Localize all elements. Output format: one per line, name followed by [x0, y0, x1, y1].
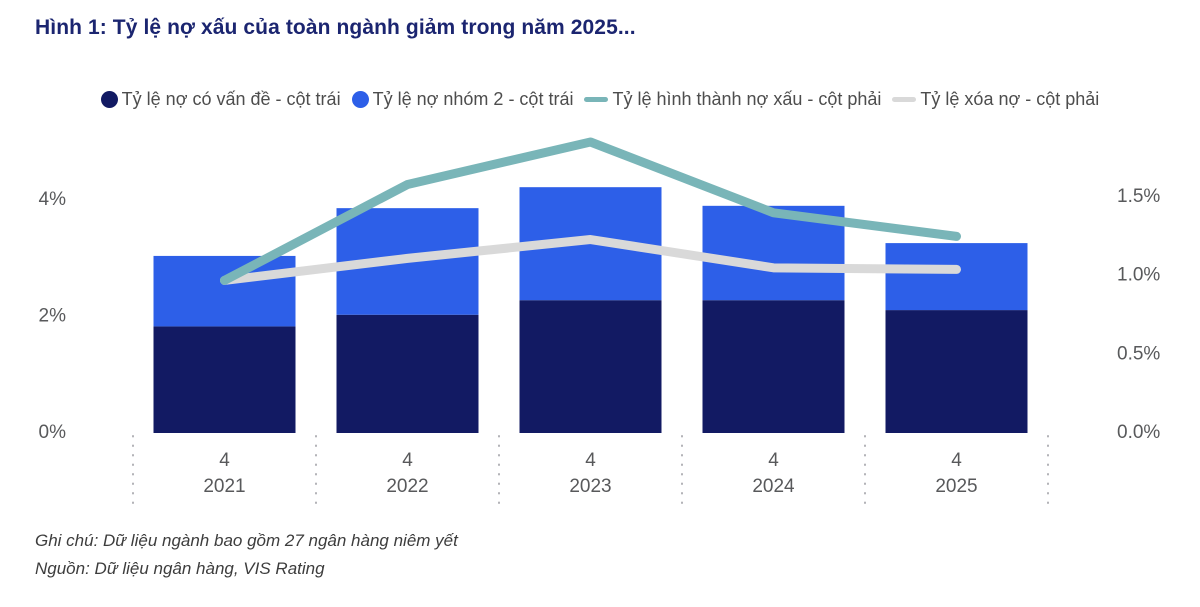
bar-segment-2025-s0	[885, 310, 1028, 433]
right-axis-tick: 1.5%	[1117, 186, 1160, 207]
x-axis-quarter-label: 4	[402, 450, 413, 471]
legend-item-3: Tỷ lệ xóa nợ - cột phải	[892, 89, 1099, 110]
x-axis-year-label: 2022	[386, 476, 428, 497]
x-axis-year-label: 2021	[203, 476, 245, 497]
legend-item-2: Tỷ lệ hình thành nợ xấu - cột phải	[584, 89, 881, 110]
right-axis-tick: 0.0%	[1117, 422, 1160, 443]
left-axis-tick: 2%	[39, 306, 67, 327]
left-axis-tick: 4%	[39, 189, 67, 210]
line-series	[220, 137, 961, 285]
legend-label: Tỷ lệ xóa nợ - cột phải	[920, 88, 1100, 109]
legend-item-0: Tỷ lệ nợ có vấn đề - cột trái	[100, 88, 341, 110]
x-axis-quarter-label: 4	[219, 450, 230, 471]
legend-label: Tỷ lệ nợ nhóm 2 - cột trái	[372, 88, 574, 109]
chart-legend: Tỷ lệ nợ có vấn đề - cột trái Tỷ lệ nợ nh…	[0, 86, 1200, 112]
chart-title: Hình 1: Tỷ lệ nợ xấu của toàn ngành giảm…	[35, 16, 636, 39]
chart-footnotes: Ghi chú: Dữ liệu ngành bao gồm 27 ngân h…	[35, 527, 458, 583]
legend-line-marker-icon	[892, 96, 917, 102]
legend-line-marker-icon	[584, 96, 609, 102]
legend-label: Tỷ lệ hình thành nợ xấu - cột phải	[612, 88, 882, 109]
x-axis-year-label: 2024	[752, 476, 795, 497]
left-axis-tick: 0%	[39, 422, 67, 443]
source-line: Nguồn: Dữ liệu ngân hàng, VIS Rating	[35, 559, 325, 578]
x-axis-quarter-label: 4	[585, 450, 596, 471]
bar-segment-2021-s1	[153, 255, 296, 327]
right-axis-tick: 1.0%	[1117, 265, 1160, 286]
legend-circle-marker-icon	[100, 90, 118, 108]
bar-segment-2022-s0	[336, 314, 479, 433]
legend-label: Tỷ lệ nợ có vấn đề - cột trái	[121, 88, 341, 109]
legend-item-1: Tỷ lệ nợ nhóm 2 - cột trái	[351, 88, 574, 110]
bar-segment-2024-s0	[702, 300, 845, 433]
x-axis-year-label: 2023	[569, 476, 611, 497]
bar-segment-2021-s0	[153, 326, 296, 433]
x-axis-quarter-label: 4	[768, 450, 779, 471]
right-axis-tick: 0.5%	[1117, 343, 1160, 364]
x-axis-year-label: 2025	[935, 476, 977, 497]
x-axis-quarter-label: 4	[951, 450, 962, 471]
note-line: Ghi chú: Dữ liệu ngành bao gồm 27 ngân h…	[35, 531, 458, 550]
bar-segment-2025-s1	[885, 243, 1028, 311]
bar-segment-2023-s0	[519, 300, 662, 433]
legend-circle-marker-icon	[351, 90, 369, 108]
line-series	[220, 235, 961, 285]
